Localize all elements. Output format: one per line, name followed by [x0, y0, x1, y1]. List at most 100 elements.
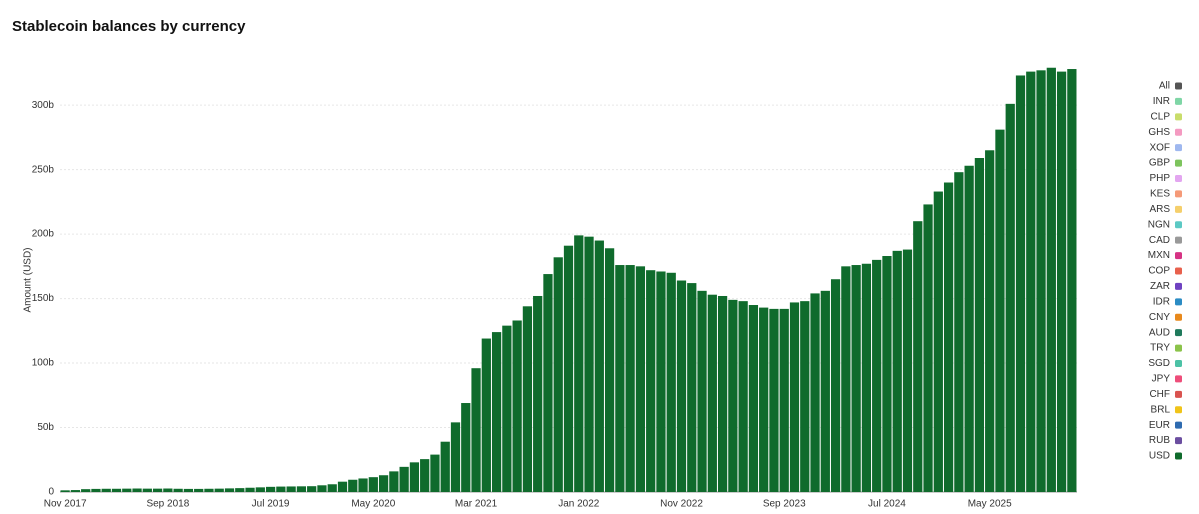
bar: [327, 484, 337, 492]
legend-label[interactable]: CLP: [1151, 111, 1171, 122]
bar: [183, 488, 194, 492]
bar: [204, 488, 214, 492]
legend-swatch[interactable]: [1175, 128, 1182, 136]
legend-swatch[interactable]: [1175, 252, 1182, 260]
bar: [430, 454, 440, 492]
y-tick-label: 150b: [32, 293, 55, 304]
legend-label[interactable]: TRY: [1150, 343, 1170, 354]
legend-label[interactable]: All: [1159, 81, 1170, 92]
bar: [389, 471, 399, 492]
bar: [481, 338, 491, 492]
legend-swatch[interactable]: [1175, 82, 1182, 90]
y-tick-label: 300b: [32, 100, 55, 111]
legend-label[interactable]: EUR: [1149, 420, 1170, 431]
bar: [399, 466, 409, 492]
bar: [717, 295, 728, 492]
bar: [789, 302, 800, 492]
legend-swatch[interactable]: [1175, 267, 1182, 275]
bar: [892, 250, 902, 492]
legend-label[interactable]: AUD: [1149, 327, 1170, 338]
legend-swatch[interactable]: [1175, 221, 1182, 229]
legend-swatch[interactable]: [1175, 159, 1182, 167]
bar: [450, 422, 461, 492]
bar: [502, 325, 512, 492]
legend-swatch[interactable]: [1175, 236, 1182, 244]
legend-swatch[interactable]: [1175, 329, 1182, 337]
bar: [533, 295, 543, 492]
legend-label[interactable]: XOF: [1149, 142, 1170, 153]
legend-swatch[interactable]: [1175, 97, 1182, 105]
bar: [1005, 103, 1015, 492]
legend-label[interactable]: ZAR: [1150, 281, 1170, 292]
legend-label[interactable]: GBP: [1149, 158, 1170, 169]
bar: [317, 485, 327, 492]
legend-label[interactable]: MXN: [1148, 250, 1170, 261]
bar: [60, 490, 70, 492]
legend-label[interactable]: ARS: [1149, 204, 1170, 215]
x-tick-label: Sep 2018: [146, 499, 189, 510]
bar: [1046, 67, 1056, 493]
bar: [440, 441, 450, 492]
bar: [697, 290, 707, 492]
bar: [1036, 70, 1046, 493]
legend-swatch[interactable]: [1175, 298, 1182, 306]
legend-label[interactable]: USD: [1149, 451, 1170, 462]
legend-swatch[interactable]: [1175, 406, 1182, 414]
bar: [409, 462, 420, 492]
legend-label[interactable]: PHP: [1149, 173, 1170, 184]
legend-label[interactable]: CNY: [1149, 312, 1170, 323]
bar: [214, 488, 224, 492]
legend-swatch[interactable]: [1175, 282, 1182, 290]
legend-label[interactable]: NGN: [1148, 219, 1170, 230]
legend-swatch[interactable]: [1175, 175, 1182, 182]
legend-label[interactable]: CHF: [1149, 389, 1170, 400]
bar: [563, 245, 574, 492]
legend-label[interactable]: COP: [1148, 266, 1170, 277]
legend-swatch[interactable]: [1175, 390, 1182, 398]
legend-swatch[interactable]: [1175, 437, 1182, 445]
legend-label[interactable]: INR: [1153, 96, 1170, 107]
bar: [985, 150, 995, 492]
legend-swatch[interactable]: [1175, 190, 1182, 198]
bar: [91, 488, 101, 492]
legend-label[interactable]: KES: [1150, 189, 1170, 200]
bar: [841, 266, 851, 492]
legend-swatch[interactable]: [1175, 375, 1182, 383]
bar: [111, 488, 122, 492]
y-tick-label: 50b: [37, 422, 54, 433]
legend-swatch[interactable]: [1175, 313, 1182, 321]
x-tick-label: Sep 2023: [763, 499, 806, 510]
bar: [954, 172, 964, 492]
bar: [779, 308, 789, 492]
legend-swatch[interactable]: [1175, 144, 1182, 152]
legend-label[interactable]: JPY: [1152, 374, 1171, 385]
bar: [296, 486, 307, 492]
legend-swatch[interactable]: [1175, 452, 1182, 460]
legend-swatch[interactable]: [1175, 205, 1182, 213]
bar: [348, 479, 358, 492]
y-tick-label: 100b: [32, 358, 55, 369]
bar: [420, 459, 430, 492]
y-axis-label: Amount (USD): [23, 247, 34, 312]
bar: [800, 301, 810, 492]
legend-label[interactable]: SGD: [1148, 358, 1170, 369]
bar: [245, 487, 255, 492]
legend-swatch[interactable]: [1175, 360, 1182, 367]
legend-label[interactable]: RUB: [1149, 435, 1170, 446]
legend-swatch[interactable]: [1175, 113, 1182, 121]
legend-label[interactable]: GHS: [1148, 127, 1170, 138]
legend-label[interactable]: CAD: [1149, 235, 1170, 246]
legend-swatch[interactable]: [1175, 421, 1182, 429]
bar: [913, 221, 923, 492]
bar: [378, 475, 389, 492]
bar: [522, 306, 533, 492]
legend-label[interactable]: BRL: [1151, 404, 1171, 415]
bar: [625, 265, 635, 492]
y-tick-label: 0: [48, 487, 54, 498]
bar: [358, 478, 368, 492]
x-tick-label: Jan 2022: [558, 499, 600, 510]
bar: [646, 270, 656, 492]
legend-label[interactable]: IDR: [1153, 296, 1170, 307]
bar: [594, 240, 604, 492]
legend-swatch[interactable]: [1175, 344, 1182, 352]
